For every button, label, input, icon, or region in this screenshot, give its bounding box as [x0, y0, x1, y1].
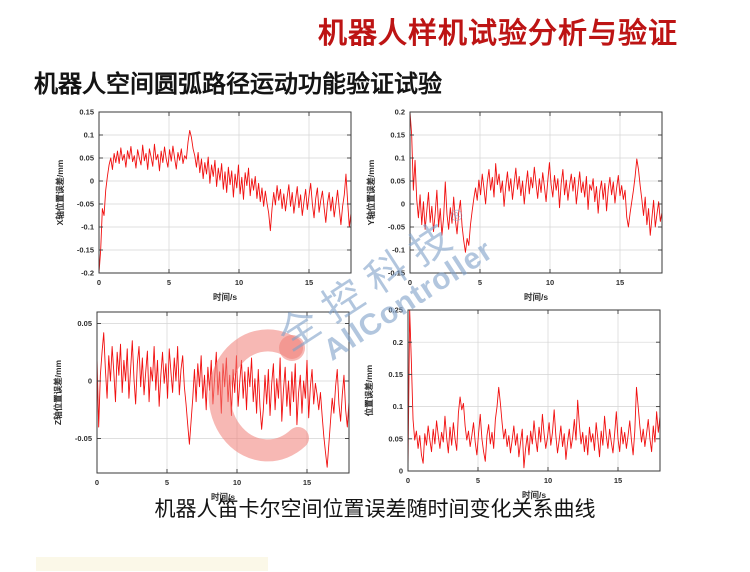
y-tick-label: 0: [399, 467, 403, 476]
y-tick-label: 0.05: [77, 319, 92, 328]
y-tick-label: 0.2: [395, 108, 405, 117]
y-tick-label: -0.15: [77, 246, 94, 255]
y-tick-label: 0: [90, 177, 94, 186]
y-tick-label: 0.2: [393, 338, 403, 347]
page-subtitle: 机器人空间圆弧路径运动功能验证试验: [34, 72, 442, 98]
y-tick-label: 0.15: [79, 108, 94, 117]
slide-footer-accent: [36, 557, 268, 571]
y-tick-label: 0.15: [388, 370, 403, 379]
y-tick-label: 0.1: [393, 402, 403, 411]
x-tick-label: 0: [406, 476, 410, 485]
x-tick-label: 0: [408, 278, 412, 287]
chart-svg-z-axis-error: 0.05 0 -0.05 0 5 10 15 Z轴位置误差/mm 时间/s: [53, 311, 350, 502]
x-tick-label: 15: [305, 278, 313, 287]
y-tick-label: -0.2: [81, 269, 94, 278]
y-axis-label: X轴位置误差/mm: [55, 159, 65, 225]
x-axis-label: 时间/s: [522, 490, 546, 500]
chart-x-axis-error: 0.15 0.1 0.05 0 -0.05 -0.1 -0.15 -0.2 0 5 10 15 X轴位置…: [39, 104, 359, 309]
x-tick-label: 5: [167, 278, 171, 287]
data-series-total-position-error: [408, 310, 660, 470]
y-axis-label: Z轴位置误差/mm: [53, 359, 63, 425]
y-tick-label: -0.05: [75, 434, 92, 443]
y-tick-label: 0.1: [84, 131, 94, 140]
x-tick-label: 10: [546, 278, 554, 287]
x-tick-label: 5: [478, 278, 482, 287]
y-tick-label: 0.05: [390, 177, 405, 186]
chart-y-axis-error: 0.2 0.15 0.1 0.05 0 -0.05 -0.1 -0.15 0 5 10 15 Y轴位置误…: [350, 104, 670, 309]
x-tick-label: 10: [235, 278, 243, 287]
chart-total-position-error: 0.25 0.2 0.15 0.1 0.05 0 0 5 10 15 位置误差/mm 时间/s: [348, 302, 668, 507]
x-tick-label: 15: [303, 478, 311, 487]
y-tick-label: 0.05: [79, 154, 94, 163]
x-axis-label: 时间/s: [524, 292, 548, 302]
x-tick-label: 5: [476, 476, 480, 485]
chart-svg-total-position-error: 0.25 0.2 0.15 0.1 0.05 00 5 10 15 位置误差/mm 时间/s: [364, 306, 661, 500]
y-tick-label: 0: [401, 200, 405, 209]
y-tick-label: -0.05: [77, 200, 94, 209]
data-series-y-axis-error: [410, 112, 662, 253]
x-tick-label: 5: [165, 478, 169, 487]
x-axis-label: 时间/s: [213, 292, 237, 302]
data-series-x-axis-error: [99, 129, 351, 273]
y-tick-label: 0.15: [390, 131, 405, 140]
x-tick-label: 0: [95, 478, 99, 487]
x-tick-label: 10: [544, 476, 552, 485]
chart-svg-y-axis-error: 0.20.150.10.050-0.05-0.1-0.150 5 10 15Y轴位置误…: [366, 108, 663, 302]
data-series-z-axis-error: [97, 332, 349, 468]
y-axis-label: Y轴位置误差/mm: [366, 159, 376, 225]
y-tick-label: 0.05: [388, 434, 403, 443]
y-tick-label: -0.15: [388, 269, 405, 278]
chart-svg-x-axis-error: 0.150.10.050-0.05-0.1-0.15-0.20 5 10 15X轴位置…: [55, 108, 352, 302]
y-tick-label: 0: [88, 377, 92, 386]
y-tick-label: -0.05: [388, 223, 405, 232]
figure-caption: 机器人笛卡尔空间位置误差随时间变化关系曲线: [154, 497, 596, 521]
y-axis-label: 位置误差/mm: [364, 364, 374, 416]
y-tick-label: 0.1: [395, 154, 405, 163]
x-tick-label: 10: [233, 478, 241, 487]
x-tick-label: 15: [614, 476, 622, 485]
x-tick-label: 0: [97, 278, 101, 287]
y-tick-label: -0.1: [392, 246, 405, 255]
x-axis-label: 时间/s: [211, 492, 235, 502]
page-title: 机器人样机试验分析与验证: [318, 18, 679, 50]
y-tick-label: -0.1: [81, 223, 94, 232]
chart-z-axis-error: 0.05 0 -0.05 0 5 10 15 Z轴位置误差/mm 时间/s: [37, 304, 357, 509]
x-tick-label: 15: [616, 278, 624, 287]
y-tick-label: 0.25: [388, 306, 403, 315]
